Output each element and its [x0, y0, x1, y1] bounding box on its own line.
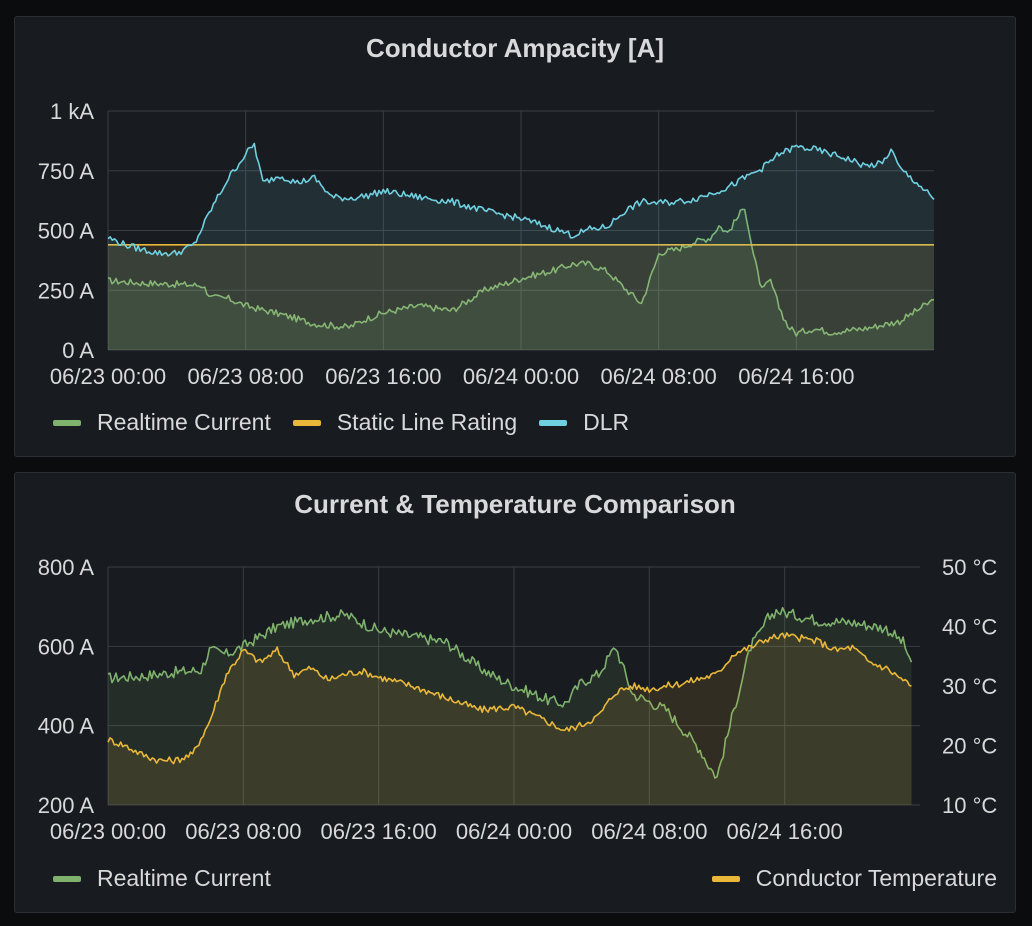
ampacity-chart[interactable]: 0 A 250 A 500 A 750 A 1 kA 06/23 00:00 06/23 0… — [15, 17, 1015, 456]
y-tick-label: 0 A — [62, 338, 94, 363]
y-tick-label: 1 kA — [50, 99, 94, 124]
legend-item-realtime-current[interactable]: Realtime Current — [53, 865, 271, 892]
x-tick-label: 06/23 00:00 — [50, 819, 166, 844]
x-tick-label: 06/24 16:00 — [727, 819, 843, 844]
series-line-2 — [107, 142, 935, 257]
y-tick-label: 600 A — [38, 634, 95, 659]
ampacity-panel: Conductor Ampacity [A] 0 A 250 A 500 A 750 … — [14, 16, 1016, 457]
x-tick-label: 06/23 16:00 — [321, 819, 437, 844]
y-tick-label: 750 A — [38, 159, 95, 184]
legend-item-conductor-temperature[interactable]: Conductor Temperature — [711, 865, 997, 892]
legend-swatch — [292, 419, 321, 426]
series-line-0 — [107, 606, 913, 779]
panel-title: Current & Temperature Comparison — [294, 489, 736, 519]
x-tick-label: 06/24 16:00 — [738, 364, 854, 389]
y2-tick-label: 20 °C — [942, 734, 997, 759]
y2-tick-label: 50 °C — [942, 555, 997, 580]
y-tick-label: 200 A — [38, 793, 95, 818]
legend-label: Static Line Rating — [336, 409, 518, 435]
series-area-1 — [108, 244, 934, 350]
x-tick-label: 06/23 08:00 — [188, 364, 304, 389]
y-tick-label: 800 A — [38, 555, 95, 580]
legend-item-static-line-rating[interactable]: Static Line Rating — [292, 409, 518, 436]
y-tick-label: 400 A — [38, 714, 95, 739]
y-tick-label: 500 A — [38, 219, 95, 244]
legend-item-realtime-current[interactable]: Realtime Current — [53, 409, 271, 436]
x-tick-label: 06/23 00:00 — [50, 364, 166, 389]
x-tick-label: 06/24 08:00 — [601, 364, 717, 389]
legend-label: Realtime Current — [97, 409, 271, 435]
legend-left: Realtime Current — [53, 865, 293, 892]
legend-label: Conductor Temperature — [755, 865, 997, 891]
x-tick-label: 06/23 08:00 — [185, 819, 301, 844]
y2-tick-label: 40 °C — [942, 615, 997, 640]
legend-swatch — [711, 875, 740, 882]
legend-item-dlr[interactable]: DLR — [539, 409, 629, 436]
legend-label: DLR — [583, 409, 630, 435]
x-tick-label: 06/23 16:00 — [325, 364, 441, 389]
legend-swatch — [53, 875, 81, 882]
series-line-0 — [107, 208, 935, 337]
series-line-1 — [107, 632, 912, 765]
series-area-2 — [108, 143, 934, 350]
x-tick-label: 06/24 08:00 — [591, 819, 707, 844]
y-tick-label: 250 A — [38, 278, 95, 303]
y2-tick-label: 10 °C — [942, 793, 997, 818]
comparison-panel: Current & Temperature Comparison 200 A 40… — [14, 472, 1016, 913]
x-tick-label: 06/24 00:00 — [463, 364, 579, 389]
comparison-chart[interactable]: 200 A 400 A 600 A 800 A 10 °C 20 °C 30 °C 40 °C… — [15, 473, 1015, 912]
legend-swatch — [53, 419, 81, 426]
panel-title: Conductor Ampacity [A] — [365, 33, 665, 63]
y2-tick-label: 30 °C — [942, 674, 997, 699]
legend-label: Realtime Current — [97, 865, 271, 891]
legend-swatch — [539, 419, 568, 426]
legend: Realtime Current Static Line Rating DLR — [53, 409, 651, 436]
legend-right: Conductor Temperature — [711, 865, 997, 892]
x-tick-label: 06/24 00:00 — [456, 819, 572, 844]
